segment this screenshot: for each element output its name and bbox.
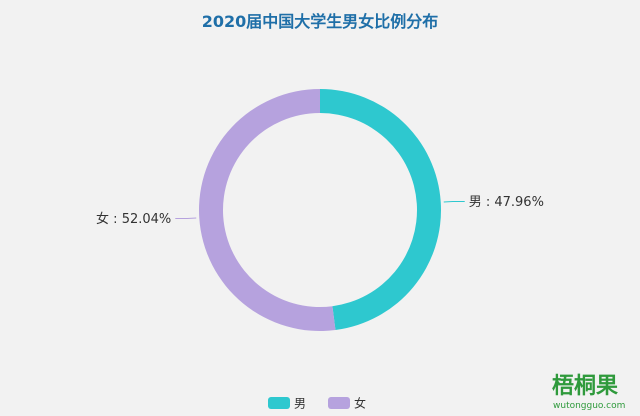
slice-label-female: 女 : 52.04% [96,211,171,227]
legend-label-male[interactable]: 男 [294,397,306,411]
slice-labels: 男 : 47.96% 女 : 52.04% [96,195,544,227]
legend-label-female[interactable]: 女 [354,396,366,411]
slice-leader-line [443,200,465,203]
donut-slices [198,89,441,332]
watermark-subtext: wutongguo.com [553,401,625,411]
watermark-logo: 梧桐果 wutongguo.com [552,374,625,411]
slice-label-male: 男 : 47.96% [469,195,544,210]
slice-leader-line [175,217,197,220]
chart-title: 2020届中国大学生男女比例分布 [202,12,439,31]
donut-slice-male [320,89,441,331]
legend-swatch-male[interactable] [268,397,290,409]
donut-slice-female [198,89,336,332]
watermark-text: 梧桐果 [552,374,618,399]
legend: 男女 [268,396,366,411]
legend-swatch-female[interactable] [328,397,350,409]
